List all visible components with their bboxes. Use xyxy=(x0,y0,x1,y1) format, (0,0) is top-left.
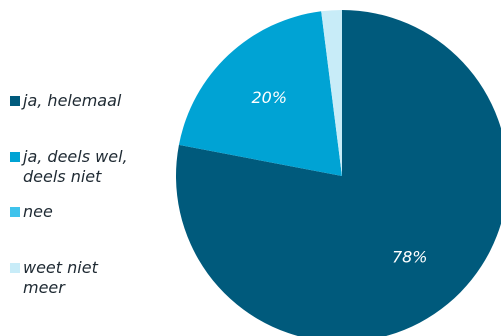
data-label-ja-helemaal: 78% xyxy=(392,247,428,266)
legend-swatch xyxy=(10,263,20,273)
legend-item-weet-niet-meer: weet niet meer xyxy=(10,258,98,298)
legend-label: nee xyxy=(23,202,53,221)
pie-slice-weet-niet-meer xyxy=(321,10,342,176)
legend-item-ja-deels: ja, deels wel, deels niet xyxy=(10,147,128,187)
legend-swatch xyxy=(10,207,20,217)
legend-label: deels niet xyxy=(23,167,102,186)
pie-slices xyxy=(176,10,501,336)
pie-slice-ja-helemaal xyxy=(176,10,501,336)
legend-item-nee: nee xyxy=(10,202,53,222)
data-label-ja-deels-wel-deels-niet: 20% xyxy=(251,88,287,107)
legend-label: weet niet xyxy=(23,258,98,277)
legend-label: meer xyxy=(23,278,65,297)
legend-swatch xyxy=(10,96,20,106)
legend-item-ja-helemaal: ja, helemaal xyxy=(10,91,121,111)
pie-slice-ja-deels-wel-deels-niet xyxy=(178,11,342,176)
legend-swatch xyxy=(10,152,20,162)
pie-data-labels: 78% 20% xyxy=(251,88,427,266)
legend-label: ja, deels wel, xyxy=(23,147,128,166)
legend-label: ja, helemaal xyxy=(23,91,122,110)
